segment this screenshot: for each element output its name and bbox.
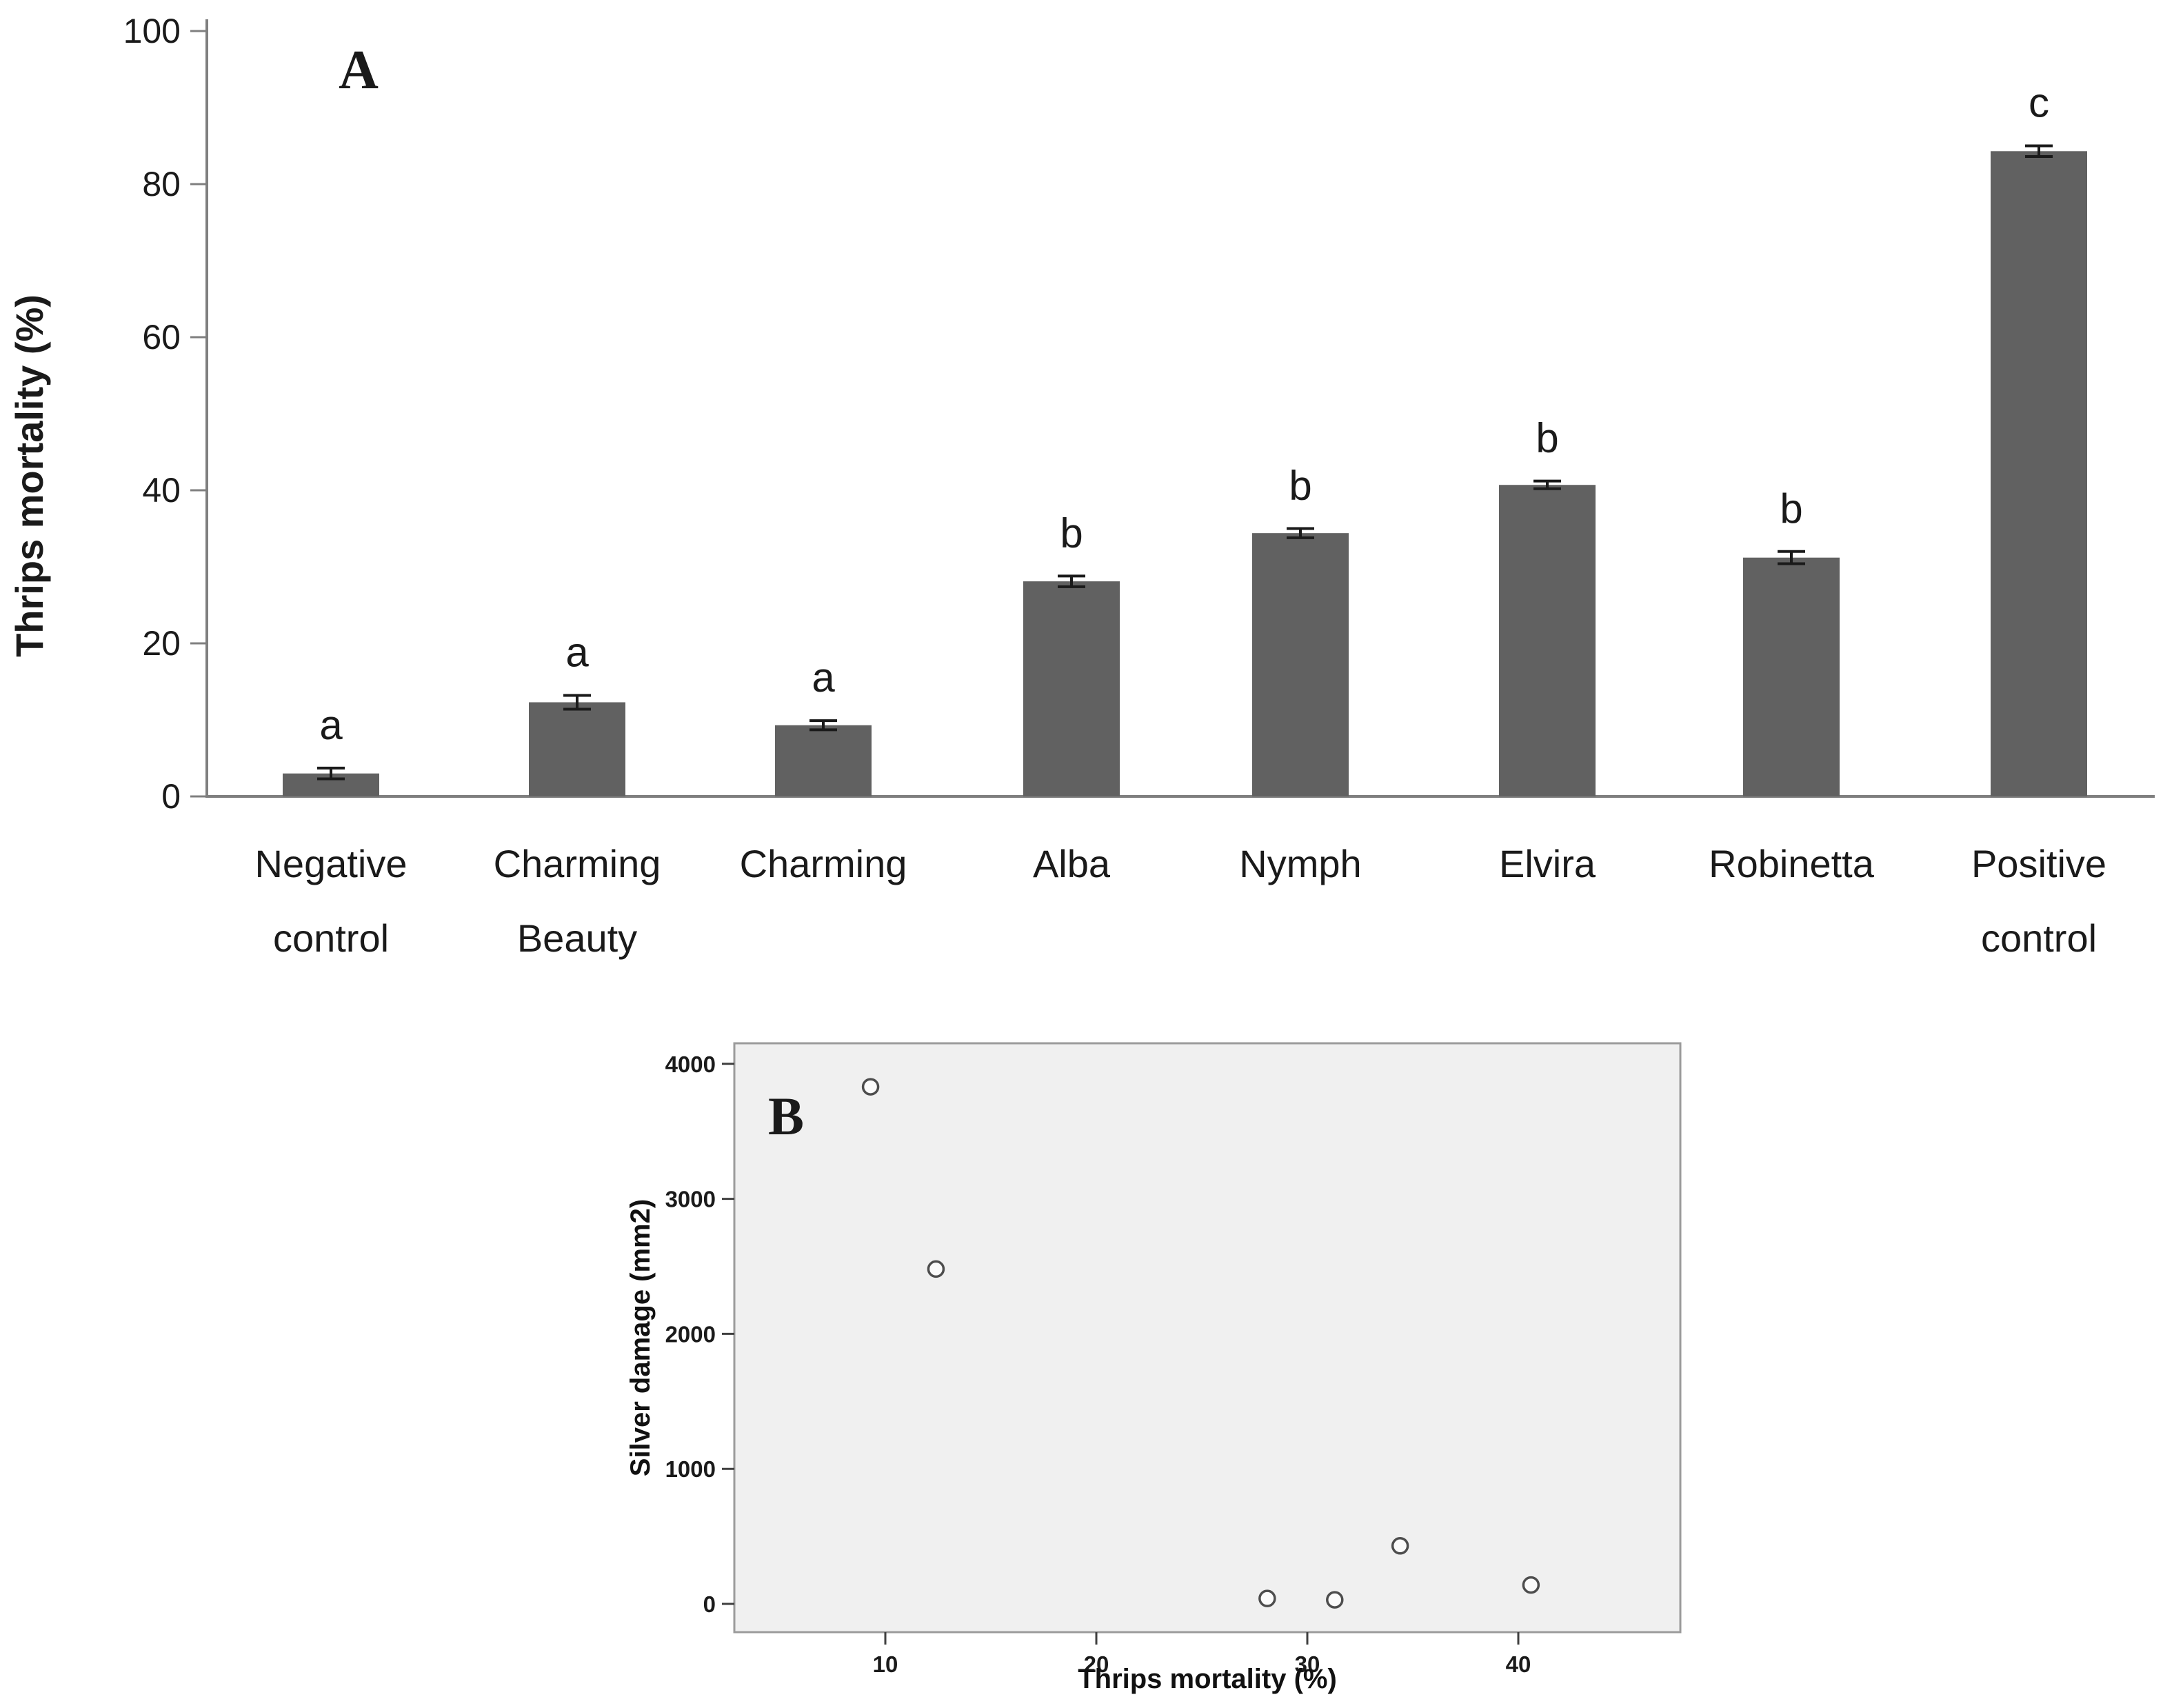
scatter-point-4	[1391, 1537, 1409, 1555]
panel-b-plot-area: 0 1000 2000 3000 4000 10 20 30 40	[665, 1042, 1682, 1677]
sig-letter: b	[1060, 510, 1083, 556]
scatter-point-1	[927, 1260, 945, 1278]
panel-a-bar-chart: Thrips mortality (%) A 0 20 40 60 80 100 a Nega…	[8, 12, 2155, 960]
x-category-label: Alba	[1033, 842, 1111, 885]
x-tick-label: 10	[873, 1651, 898, 1677]
panel-a-y-axis-title: Thrips mortality (%)	[8, 294, 51, 657]
y-tick-label: 100	[123, 12, 181, 50]
scatter-point-0	[861, 1078, 880, 1096]
plot-frame	[733, 1042, 1682, 1634]
y-tick-label: 3000	[665, 1187, 716, 1212]
panel-a-letter: A	[339, 40, 379, 101]
sig-letter: a	[565, 629, 589, 675]
panel-b-scatter-chart: 0 1000 2000 3000 4000 10 20 30 40 Silver damage …	[625, 1042, 1682, 1694]
scatter-point-5	[1522, 1576, 1540, 1594]
y-tick-label: 40	[142, 471, 181, 510]
y-tick-label: 60	[142, 318, 181, 356]
bar-5	[1499, 485, 1596, 796]
x-tick-label: 30	[1295, 1651, 1320, 1677]
x-tick-label: 20	[1084, 1651, 1109, 1677]
y-tick-label: 0	[161, 777, 181, 816]
x-category-label: Negative	[254, 842, 407, 885]
sig-letter: c	[2029, 80, 2049, 126]
x-category-label: Positive	[1971, 842, 2106, 885]
sig-letter: a	[319, 702, 343, 748]
bar-7	[1991, 151, 2087, 796]
y-tick-label: 2000	[665, 1321, 716, 1347]
sig-letter: b	[1289, 463, 1311, 509]
x-category-label: Nymph	[1239, 842, 1361, 885]
y-tick-label: 20	[142, 624, 181, 663]
x-category-label: Robinetta	[1709, 842, 1875, 885]
x-category-label: Charming	[494, 842, 661, 885]
bar-4	[1252, 533, 1349, 796]
panel-b-x-axis-title: Thrips mortality (%)	[1078, 1664, 1337, 1694]
panel-b-y-axis-title: Silver damage (mm2)	[625, 1199, 656, 1476]
bar-3	[1023, 581, 1120, 796]
x-category-label: Charming	[740, 842, 907, 885]
scatter-point-2	[1258, 1589, 1276, 1607]
sig-letter: a	[812, 654, 835, 701]
bar-6	[1743, 557, 1840, 796]
x-category-label: Beauty	[517, 916, 637, 960]
y-tick-label: 1000	[665, 1456, 716, 1482]
y-tick-label: 4000	[665, 1052, 716, 1077]
x-category-label: control	[1981, 916, 2097, 960]
panel-b-letter: B	[768, 1086, 804, 1146]
x-tick-label: 40	[1506, 1651, 1531, 1677]
bar-2	[775, 725, 872, 796]
bar-1	[529, 702, 625, 796]
y-tick-label: 80	[142, 165, 181, 203]
sig-letter: b	[1536, 415, 1558, 461]
sig-letter: b	[1780, 485, 1802, 532]
scatter-point-3	[1326, 1591, 1344, 1609]
x-category-label: control	[273, 916, 389, 960]
panel-a-plot-area: 0 20 40 60 80 100 a Negative control a Charming Bea…	[123, 12, 2155, 960]
y-tick-label: 0	[703, 1591, 716, 1617]
x-category-label: Elvira	[1499, 842, 1596, 885]
